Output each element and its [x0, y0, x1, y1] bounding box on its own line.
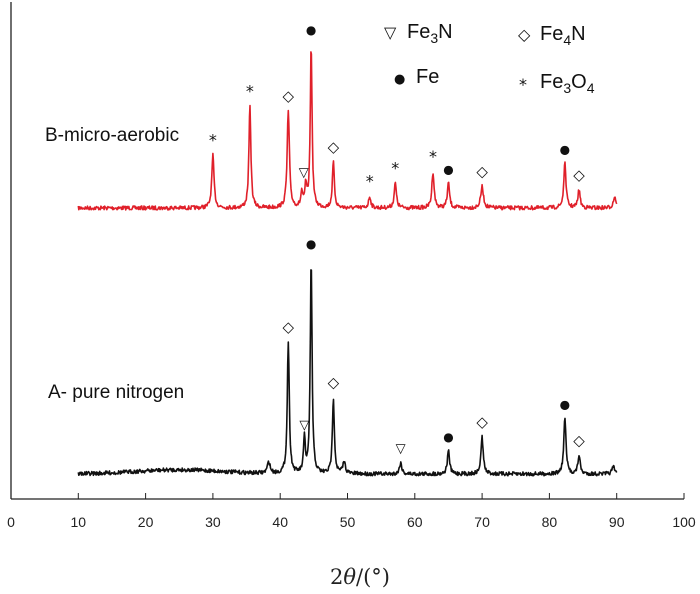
series-line-b-micro-aerobic — [77, 51, 618, 211]
fe3o4-marker: * — [246, 81, 254, 100]
fe4n-marker: ◇ — [283, 87, 295, 105]
fe3n-marker: ▽ — [299, 166, 309, 181]
fe3o4-marker: * — [429, 147, 437, 166]
fe3n-marker: ▽ — [396, 441, 406, 456]
x-tick-label: 40 — [272, 514, 288, 530]
x-tick-label: 80 — [542, 514, 558, 530]
dot-icon: ● — [394, 72, 405, 87]
fe4n-marker: ◇ — [573, 431, 585, 449]
x-tick-label: 20 — [138, 514, 154, 530]
x-tick-label: 70 — [474, 514, 490, 530]
fe4n-marker: ◇ — [283, 318, 295, 336]
x-tick-label: 100 — [672, 514, 696, 530]
legend: ▽ Fe3N ◇ Fe4N ● Fe * Fe3O4 — [384, 21, 595, 96]
fe3o4-marker: * — [366, 172, 374, 191]
fe3o4-marker: * — [209, 131, 217, 150]
fe4n-marker: ◇ — [573, 166, 585, 184]
fe-marker: ● — [443, 162, 453, 176]
legend-label-fe3n: Fe3N — [407, 21, 453, 46]
x-tick-label: 0 — [7, 514, 15, 530]
fe4n-marker: ◇ — [328, 138, 340, 156]
fe4n-marker: ◇ — [328, 373, 340, 391]
x-tick-label: 10 — [71, 514, 87, 530]
series-layer — [77, 51, 618, 477]
x-ticks: 0 10 20 30 40 50 60 70 80 90 100 — [7, 493, 696, 530]
legend-item-fe: ● Fe — [394, 66, 439, 88]
diamond-icon: ◇ — [518, 25, 531, 44]
asterisk-icon: * — [519, 75, 527, 94]
fe-marker: ● — [306, 237, 316, 251]
fe3o4-marker: * — [391, 158, 399, 177]
fe3n-marker: ▽ — [299, 418, 309, 433]
series-line-a-pure-nitrogen — [77, 269, 618, 477]
x-tick-label: 90 — [609, 514, 625, 530]
legend-label-fe4n: Fe4N — [540, 23, 586, 48]
x-axis-label: 2θ/(°) — [330, 565, 390, 589]
legend-item-fe3n: ▽ Fe3N — [384, 21, 453, 46]
fe4n-marker: ◇ — [476, 413, 488, 431]
fe-marker: ● — [306, 23, 316, 37]
legend-item-fe3o4: * Fe3O4 — [519, 71, 595, 96]
fe-marker: ● — [560, 397, 570, 411]
series-label-b: B-micro-aerobic — [45, 125, 179, 146]
peak-markers: ** ◇▽●◇***● ◇●◇◇▽●◇▽●◇●◇ — [209, 23, 585, 456]
x-tick-label: 30 — [205, 514, 221, 530]
fe4n-marker: ◇ — [476, 163, 488, 181]
triangle-icon: ▽ — [384, 23, 397, 42]
series-label-a: A- pure nitrogen — [48, 382, 184, 403]
x-tick-label: 50 — [340, 514, 356, 530]
legend-item-fe4n: ◇ Fe4N — [518, 23, 586, 48]
legend-label-fe3o4: Fe3O4 — [540, 71, 595, 96]
legend-label-fe: Fe — [416, 66, 439, 88]
fe-marker: ● — [560, 143, 570, 157]
x-tick-label: 60 — [407, 514, 423, 530]
fe-marker: ● — [443, 430, 453, 444]
